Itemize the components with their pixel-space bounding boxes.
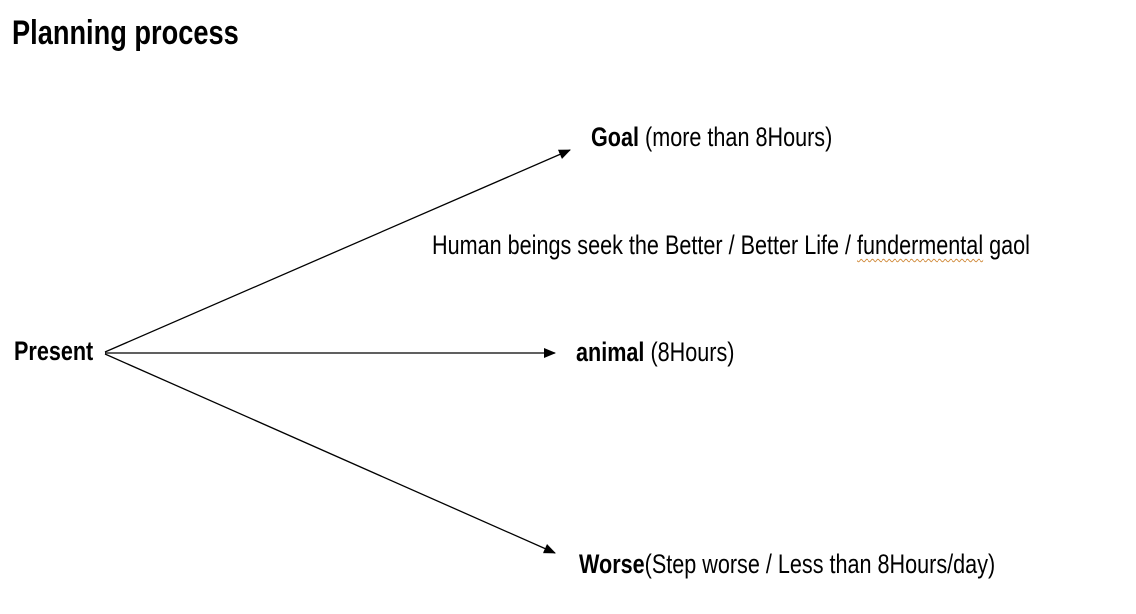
- goal-detail: (more than 8Hours): [639, 122, 833, 152]
- animal-node: animal (8Hours): [576, 339, 734, 366]
- arrow-to-worse: [104, 353, 556, 554]
- present-node: Present: [14, 336, 94, 366]
- note-misspelled-word: fundermental: [857, 230, 984, 260]
- note-text: Human beings seek the Better / Better Li…: [432, 232, 1030, 259]
- note-before: Human beings seek the Better / Better Li…: [432, 230, 858, 260]
- animal-detail: (8Hours): [644, 337, 735, 367]
- arrow-to-goal: [104, 149, 571, 353]
- animal-label: animal: [576, 337, 645, 367]
- worse-detail: (Step worse / Less than 8Hours/day): [644, 549, 996, 579]
- note-after: gaol: [983, 230, 1030, 260]
- goal-label: Goal: [591, 122, 640, 152]
- page-title: Planning process: [12, 14, 239, 52]
- goal-node: Goal (more than 8Hours): [591, 124, 832, 151]
- worse-label: Worse: [579, 549, 645, 579]
- worse-node: Worse(Step worse / Less than 8Hours/day): [579, 551, 995, 578]
